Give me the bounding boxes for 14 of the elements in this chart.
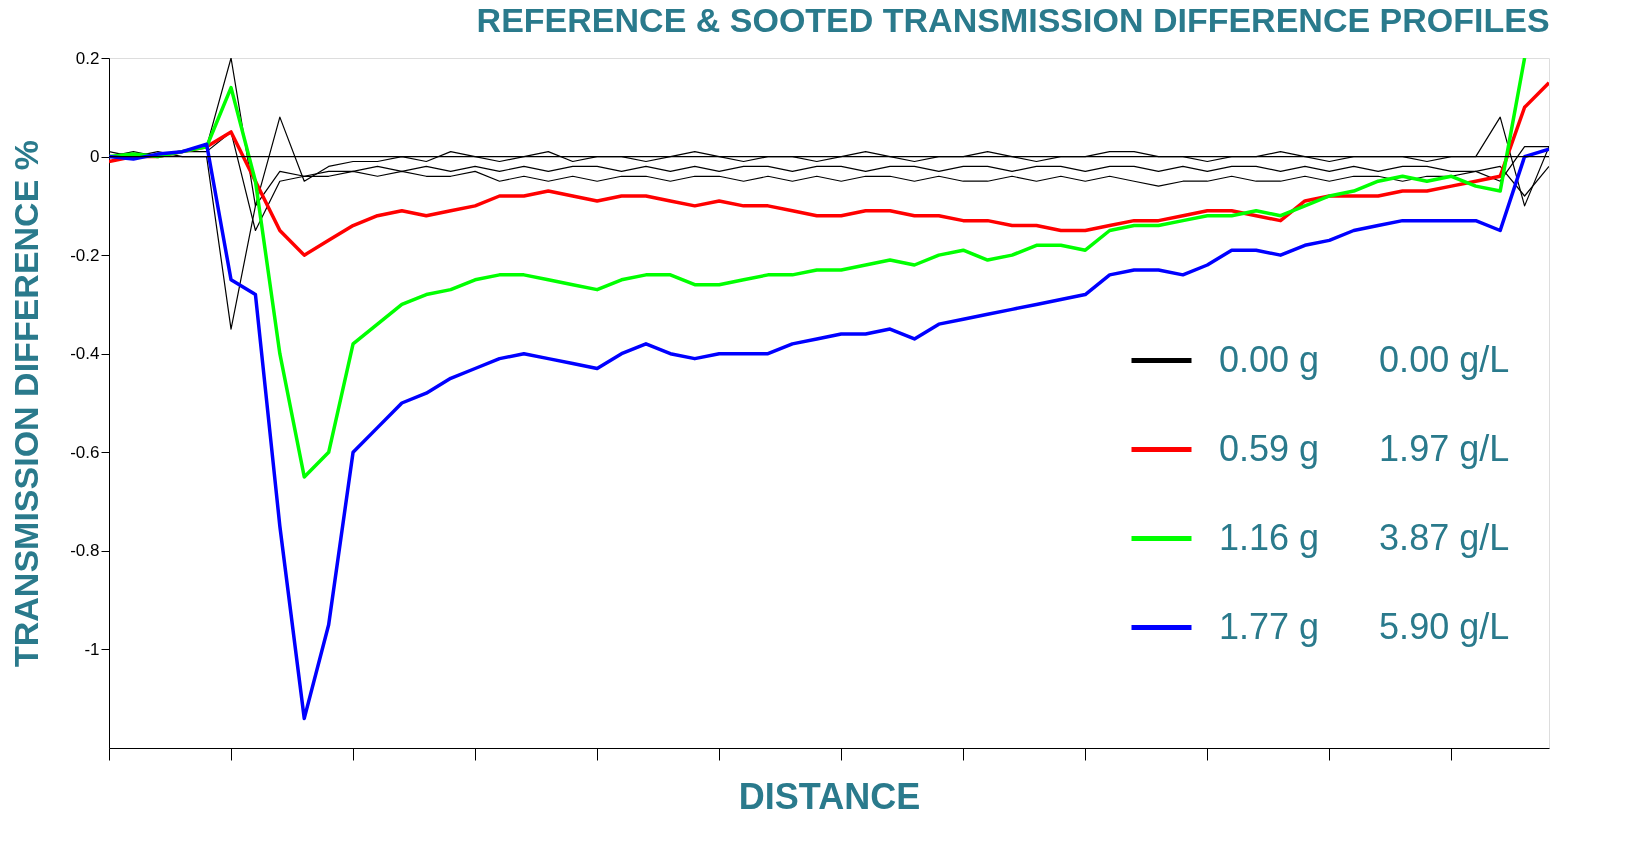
- y-tick-label: -1: [84, 639, 100, 659]
- y-tick-label: 0.2: [75, 48, 100, 68]
- x-axis-title: DISTANCE: [738, 776, 921, 817]
- chart-title: REFERENCE & SOOTED TRANSMISSION DIFFERENCE PROFILES: [476, 1, 1550, 39]
- y-tick-label: -0.6: [70, 442, 100, 462]
- y-tick-label: -0.4: [70, 344, 100, 364]
- y-tick-label: 0: [90, 147, 100, 167]
- legend-label: 0.59 g 1.97 g/L: [1219, 427, 1510, 469]
- y-tick-label: -0.2: [70, 245, 100, 265]
- legend-label: 1.77 g 5.90 g/L: [1219, 605, 1510, 647]
- legend-label: 1.16 g 3.87 g/L: [1219, 516, 1510, 558]
- y-tick-label: -0.8: [70, 541, 100, 561]
- legend-label: 0.00 g 0.00 g/L: [1219, 338, 1510, 380]
- y-axis-title: TRANSMISSION DIFFERENCE %: [7, 139, 46, 668]
